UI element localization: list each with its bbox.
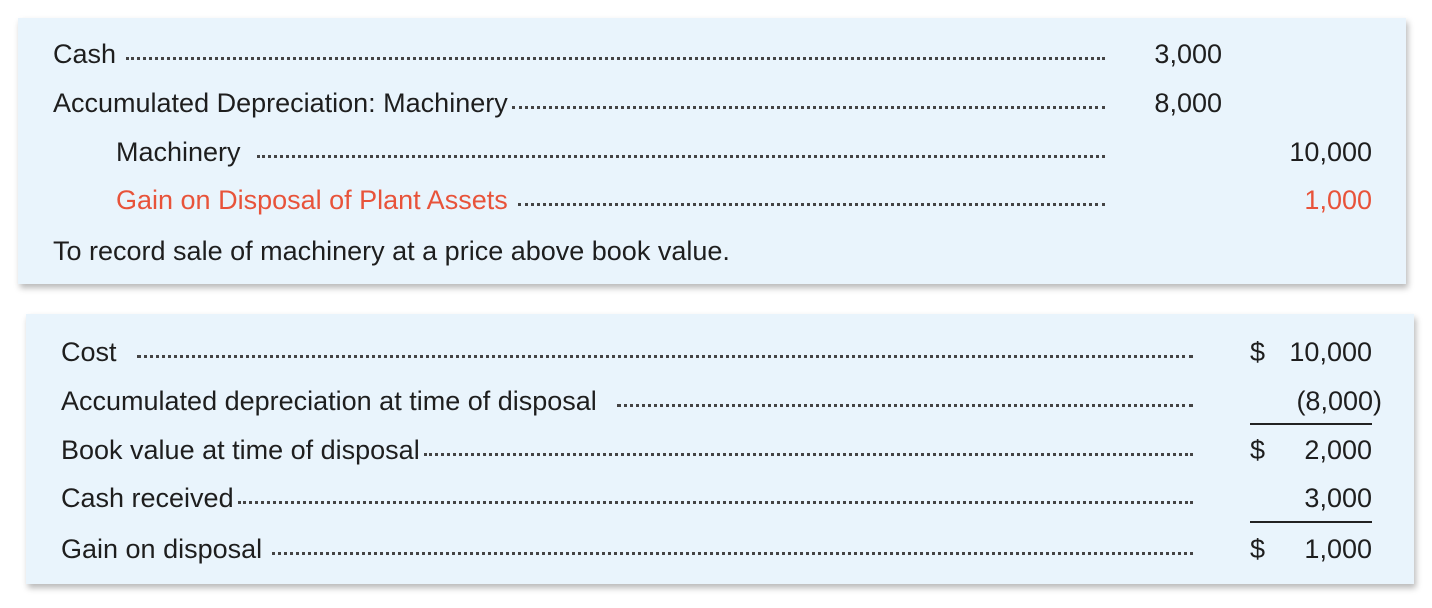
journal-line-cash: Cash (53, 37, 1113, 71)
account-label: Gain on Disposal of Plant Assets (116, 185, 508, 215)
credit-amount: 1,000 (1304, 185, 1372, 215)
currency-symbol: $ (1250, 337, 1266, 367)
computation-row-book-value: Book value at time of disposal (61, 433, 1201, 467)
computation-label: Book value at time of disposal (61, 435, 420, 465)
computation-label: Cost (61, 337, 117, 367)
dot-leader (272, 552, 1193, 555)
dot-leader (256, 155, 1105, 158)
computation-amount: 2,000 (1304, 435, 1372, 465)
dot-leader (616, 404, 1193, 407)
dot-leader (126, 57, 1105, 60)
entry-explanation: To record sale of machinery at a price a… (53, 236, 730, 266)
dot-leader (511, 106, 1105, 109)
subtotal-rule (1250, 423, 1372, 425)
dot-leader (136, 355, 1193, 358)
journal-line-gain-on-disposal: Gain on Disposal of Plant Assets (116, 183, 1113, 217)
journal-line-accumulated-depreciation: Accumulated Depreciation: Machinery (53, 86, 1113, 120)
currency-symbol: $ (1250, 534, 1266, 564)
debit-amount: 3,000 (1154, 39, 1222, 69)
currency-symbol: $ (1250, 435, 1266, 465)
account-label: Accumulated Depreciation: Machinery (53, 88, 508, 118)
dot-leader (517, 203, 1105, 206)
dot-leader (237, 501, 1193, 504)
journal-line-machinery: Machinery (116, 135, 1113, 169)
computation-amount: 1,000 (1304, 534, 1372, 564)
computation-label: Accumulated depreciation at time of disp… (61, 386, 597, 416)
computation-row-accumulated-depreciation: Accumulated depreciation at time of disp… (61, 384, 1201, 418)
credit-amount: 10,000 (1289, 137, 1372, 167)
account-label: Cash (53, 39, 117, 69)
debit-amount: 8,000 (1154, 88, 1222, 118)
computation-amount: (8,000) (1296, 386, 1382, 416)
account-label: Machinery (116, 137, 241, 167)
computation-label: Cash received (61, 483, 234, 513)
computation-amount: 3,000 (1304, 483, 1372, 513)
computation-row-cash-received: Cash received (61, 481, 1201, 515)
dot-leader (423, 453, 1193, 456)
total-rule (1250, 521, 1372, 523)
computation-row-cost: Cost (61, 335, 1201, 369)
journal-entry-panel: Cash 3,000 Accumulated Depreciation: Mac… (18, 18, 1406, 284)
gain-computation-panel: Cost $ 10,000 Accumulated depreciation a… (26, 314, 1414, 584)
computation-amount: 10,000 (1289, 337, 1372, 367)
computation-row-gain-on-disposal: Gain on disposal (61, 532, 1201, 566)
computation-label: Gain on disposal (61, 534, 263, 564)
